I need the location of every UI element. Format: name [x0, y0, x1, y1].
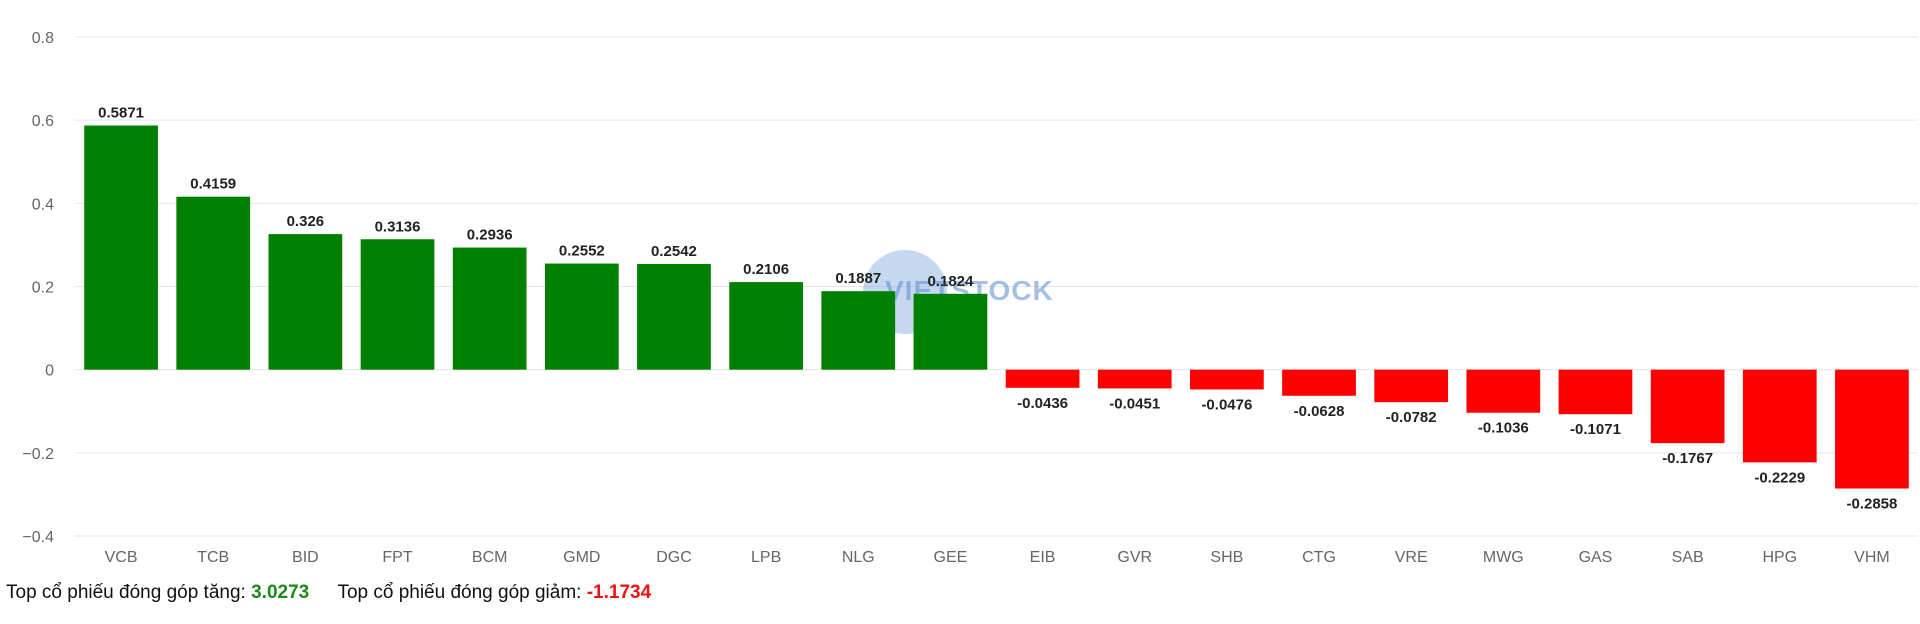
x-tick-label: VRE	[1395, 549, 1428, 566]
data-label: 0.2936	[467, 227, 513, 244]
data-label: 0.4159	[190, 176, 236, 193]
bar-chart: VIETSTOCK 0.80.60.40.20−0.2−0.4 VCB TCB BI…	[22, 30, 1918, 566]
y-tick-label: −0.2	[22, 446, 54, 463]
data-label: -0.0476	[1201, 396, 1252, 413]
bar-gvr[interactable]	[1097, 369, 1172, 389]
x-tick-label: LPB	[751, 549, 781, 566]
bar-mwg[interactable]	[1466, 369, 1541, 413]
x-tick-label: VCB	[105, 549, 138, 566]
bar-tcb[interactable]	[176, 196, 251, 370]
summary-up-label: Top cổ phiếu đóng góp tăng:	[6, 582, 246, 603]
data-label: -0.1071	[1570, 421, 1621, 438]
bar-gmd[interactable]	[544, 263, 619, 370]
data-label: 0.2106	[743, 261, 789, 278]
summary-up-value: 3.0273	[251, 582, 310, 603]
data-label: -0.2229	[1754, 469, 1805, 486]
bar-shb[interactable]	[1190, 369, 1264, 390]
summary-down-label: Top cổ phiếu đóng góp giảm:	[337, 582, 582, 603]
y-tick-label: 0.4	[32, 196, 54, 213]
data-label: -0.2858	[1846, 496, 1897, 513]
x-tick-label: SHB	[1210, 549, 1243, 566]
bar-eib[interactable]	[1005, 369, 1080, 388]
bar-vcb[interactable]	[84, 125, 158, 370]
y-axis: 0.8 0.6 0.4 0.2 0 −0.2 −0.4	[22, 30, 54, 546]
data-label: 0.2552	[559, 243, 605, 260]
x-tick-label: VHM	[1854, 549, 1890, 566]
data-label: -0.0628	[1294, 403, 1345, 420]
x-tick-label: MWG	[1483, 549, 1524, 566]
y-tick-label: 0.2	[32, 280, 54, 297]
bar-sab[interactable]	[1650, 369, 1725, 444]
x-tick-label: EIB	[1030, 549, 1056, 566]
bars-layer	[84, 125, 1909, 489]
x-tick-label: GEE	[934, 549, 968, 566]
y-tick-label: 0.6	[32, 113, 54, 130]
data-label: -0.0782	[1386, 409, 1437, 426]
bar-ctg[interactable]	[1282, 369, 1356, 396]
x-axis: VCB TCB BID FPT BCM GMD DGC LPB NLG GEE EIB GVR SHB C…	[105, 549, 1890, 566]
x-tick-label: DGC	[656, 549, 692, 566]
bar-fpt[interactable]	[360, 239, 435, 370]
bar-vre[interactable]	[1374, 369, 1449, 403]
x-tick-label: HPG	[1762, 549, 1797, 566]
data-label: 0.3136	[375, 218, 421, 235]
data-label: -0.0436	[1017, 395, 1068, 412]
x-tick-label: GAS	[1579, 549, 1613, 566]
y-tick-label: 0	[45, 363, 54, 380]
summary-down-value: -1.1734	[586, 582, 652, 603]
data-label: 0.326	[287, 213, 325, 230]
y-tick-label: −0.4	[22, 529, 54, 546]
bar-gas[interactable]	[1558, 369, 1633, 415]
bar-bcm[interactable]	[452, 247, 527, 370]
data-label: 0.1887	[835, 270, 881, 287]
data-label: -0.1767	[1662, 450, 1713, 467]
x-tick-label: TCB	[197, 549, 229, 566]
data-label: 0.2542	[651, 243, 697, 260]
data-label: 0.5871	[98, 105, 144, 122]
data-label: -0.1036	[1478, 420, 1529, 437]
y-tick-label: 0.8	[32, 30, 54, 47]
bar-nlg[interactable]	[821, 291, 896, 370]
data-label: 0.1824	[927, 273, 974, 290]
x-tick-label: GMD	[563, 549, 600, 566]
data-labels: 0.5871 0.4159 0.326 0.3136 0.2936 0.2552 0.254…	[98, 105, 1897, 513]
x-tick-label: BCM	[472, 549, 508, 566]
bar-bid[interactable]	[268, 234, 343, 370]
bar-hpg[interactable]	[1742, 369, 1817, 463]
x-tick-label: NLG	[842, 549, 875, 566]
x-tick-label: BID	[292, 549, 319, 566]
bar-vhm[interactable]	[1835, 369, 1909, 489]
x-tick-label: SAB	[1672, 549, 1704, 566]
contribution-summary: Top cổ phiếu đóng góp tăng: 3.0273 Top c…	[6, 582, 651, 604]
bar-gee[interactable]	[913, 293, 988, 370]
data-label: -0.0451	[1109, 395, 1160, 412]
x-tick-label: GVR	[1117, 549, 1152, 566]
x-tick-label: FPT	[382, 549, 412, 566]
bar-lpb[interactable]	[729, 282, 803, 370]
bar-dgc[interactable]	[637, 263, 711, 370]
x-tick-label: CTG	[1302, 549, 1336, 566]
